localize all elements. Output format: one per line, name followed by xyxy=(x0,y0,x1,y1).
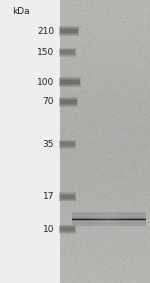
Bar xyxy=(72,216,146,217)
Text: kDa: kDa xyxy=(12,7,30,16)
Bar xyxy=(101,213,104,226)
Bar xyxy=(72,217,146,218)
Bar xyxy=(0,0,60,283)
Bar xyxy=(88,213,90,226)
Bar xyxy=(60,79,80,85)
Bar xyxy=(72,219,146,220)
Bar xyxy=(72,214,146,215)
Bar xyxy=(60,194,75,200)
Bar xyxy=(114,213,117,226)
Bar xyxy=(123,213,126,226)
Bar xyxy=(59,192,76,201)
Bar xyxy=(60,195,75,199)
Bar xyxy=(144,213,147,226)
Bar xyxy=(59,49,76,56)
Bar xyxy=(59,226,76,233)
Bar xyxy=(80,213,83,226)
Bar xyxy=(72,224,146,225)
Bar xyxy=(82,213,85,226)
Bar xyxy=(72,222,146,223)
Bar xyxy=(91,213,94,226)
Bar xyxy=(72,217,146,218)
Bar xyxy=(103,213,105,226)
Bar xyxy=(59,26,79,36)
Bar xyxy=(76,213,79,226)
Bar xyxy=(72,222,146,223)
Bar xyxy=(72,223,146,224)
Text: 210: 210 xyxy=(37,27,54,36)
Bar xyxy=(74,213,77,226)
Bar xyxy=(72,221,146,222)
Bar xyxy=(59,225,76,234)
Bar xyxy=(106,213,109,226)
Bar xyxy=(122,213,124,226)
Bar xyxy=(133,213,136,226)
Bar xyxy=(71,213,73,226)
Bar xyxy=(72,223,146,224)
Bar xyxy=(137,213,139,226)
Bar xyxy=(112,213,115,226)
Bar xyxy=(72,213,75,226)
Bar xyxy=(59,77,81,87)
Bar xyxy=(72,224,146,225)
Bar xyxy=(60,226,75,232)
Bar xyxy=(105,213,107,226)
Bar xyxy=(138,213,141,226)
Text: 100: 100 xyxy=(37,78,54,87)
Bar xyxy=(60,28,78,34)
Bar xyxy=(86,213,88,226)
Bar xyxy=(72,221,146,222)
Bar xyxy=(110,213,113,226)
Bar xyxy=(60,99,77,105)
Bar xyxy=(60,49,75,55)
Bar xyxy=(78,213,81,226)
Bar xyxy=(60,100,76,104)
Bar xyxy=(60,80,80,84)
Bar xyxy=(93,213,96,226)
Text: 35: 35 xyxy=(42,140,54,149)
Bar xyxy=(72,213,146,214)
Text: 10: 10 xyxy=(42,225,54,234)
Bar xyxy=(59,141,76,148)
Bar xyxy=(116,213,119,226)
Bar xyxy=(72,218,146,219)
Bar xyxy=(120,213,122,226)
Bar xyxy=(125,213,128,226)
Bar xyxy=(84,213,87,226)
Bar xyxy=(72,225,146,226)
Bar xyxy=(127,213,130,226)
Bar xyxy=(108,213,111,226)
Bar xyxy=(59,193,76,200)
Text: 150: 150 xyxy=(37,48,54,57)
Text: 70: 70 xyxy=(42,97,54,106)
Bar xyxy=(60,227,75,231)
Bar xyxy=(142,213,145,226)
Bar xyxy=(72,213,146,214)
Bar xyxy=(95,213,98,226)
Bar xyxy=(60,142,75,147)
Bar xyxy=(72,215,146,216)
Bar xyxy=(60,142,75,147)
Bar xyxy=(131,213,134,226)
Bar xyxy=(97,213,100,226)
Bar xyxy=(59,97,78,106)
Bar xyxy=(72,212,146,213)
Bar xyxy=(135,213,137,226)
Bar xyxy=(72,218,146,219)
Bar xyxy=(129,213,132,226)
Bar xyxy=(118,213,120,226)
Bar xyxy=(60,29,78,33)
Bar xyxy=(59,78,80,86)
Bar xyxy=(60,50,75,54)
Bar xyxy=(140,213,143,226)
Bar xyxy=(59,140,76,149)
Bar xyxy=(72,216,146,217)
Bar xyxy=(99,213,102,226)
Text: 17: 17 xyxy=(42,192,54,201)
Bar xyxy=(59,48,76,57)
Bar xyxy=(72,220,146,221)
Bar xyxy=(59,27,79,35)
Bar xyxy=(89,213,92,226)
Bar xyxy=(59,98,77,106)
